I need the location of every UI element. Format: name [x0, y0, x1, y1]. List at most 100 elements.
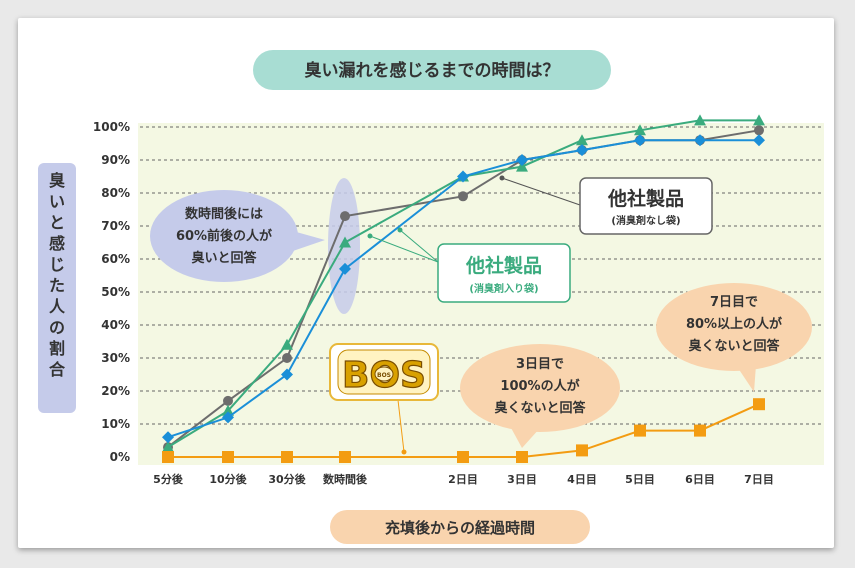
data-point	[753, 398, 765, 411]
x-tick-label: 2日目	[448, 473, 478, 486]
bos-logo-o-badge	[374, 366, 394, 382]
data-point	[281, 368, 293, 381]
data-point	[694, 424, 706, 437]
y-tick-labels: 100% 90% 80% 70% 60% 50% 40% 30% 20% 10% 0%	[93, 120, 130, 464]
data-point	[281, 338, 293, 350]
data-point	[516, 154, 528, 166]
green-brand-name: 他社製品	[465, 254, 542, 277]
leader-bos-dot	[401, 449, 407, 455]
data-point	[694, 114, 706, 126]
y-tick-label: 30%	[101, 351, 130, 365]
series-line	[168, 403, 760, 458]
x-tick-label: 30分後	[268, 472, 306, 486]
data-point	[223, 395, 233, 406]
y-tick-label: 10%	[101, 417, 130, 431]
data-point	[339, 262, 351, 275]
data-point	[162, 431, 174, 444]
callout-mid-line3: 臭くないと回答	[494, 400, 586, 416]
x-tick-label: 数時間後	[323, 472, 368, 486]
leader-blue	[399, 229, 439, 263]
y-axis-label-char: た	[49, 276, 65, 295]
x-tick-label: 6日目	[685, 473, 715, 486]
y-tick-label: 20%	[101, 384, 130, 398]
y-axis-label-char: い	[49, 192, 65, 211]
gray-brand-sub: (消臭剤なし袋)	[611, 214, 680, 227]
callout-mid-tail	[510, 426, 540, 448]
data-point	[516, 160, 528, 172]
callout-left-line2: 60%前後の人が	[176, 228, 272, 244]
data-point	[222, 451, 234, 463]
callout-mid-line1: 3日目で	[516, 357, 564, 372]
y-axis-label-char: 人	[49, 297, 66, 316]
y-tick-label: 90%	[101, 153, 130, 167]
leader-gray-dot	[499, 175, 505, 181]
data-point	[634, 134, 646, 147]
data-point	[457, 170, 469, 183]
y-tick-label: 100%	[93, 120, 130, 134]
data-point	[576, 134, 588, 146]
data-point	[457, 451, 469, 463]
x-tick-label: 10分後	[209, 472, 247, 486]
series-line	[167, 139, 759, 439]
callout-left-line1: 数時間後には	[185, 206, 263, 222]
y-axis-label-char: 割	[49, 339, 65, 358]
leader-blue-dot	[397, 227, 403, 233]
y-tick-label: 50%	[101, 285, 130, 299]
leader-gray	[501, 177, 581, 206]
x-tick-label: 4日目	[567, 473, 597, 486]
y-axis-label-char: と	[49, 213, 65, 232]
green-brand-sub: (消臭剤入り袋)	[469, 282, 538, 295]
data-point	[753, 114, 765, 126]
callout-right-bubble	[656, 283, 812, 371]
data-point	[634, 124, 646, 136]
series-line	[167, 119, 759, 448]
data-point	[282, 353, 292, 363]
x-tick-label: 5分後	[153, 472, 184, 486]
y-axis-label-char: の	[49, 318, 65, 337]
callout-right-line2: 80%以上の人が	[686, 316, 782, 332]
chart-title: 臭い漏れを感じるまでの時間は？	[305, 60, 560, 81]
y-tick-label: 40%	[101, 318, 130, 332]
callout-right-line1: 7日目で	[710, 295, 758, 310]
callout-left-line3: 臭いと回答	[191, 250, 257, 266]
bos-logo-small-text: BOS	[377, 372, 391, 379]
callout-right-tail	[736, 365, 756, 392]
x-tick-label: 3日目	[507, 473, 537, 486]
data-point	[754, 125, 764, 136]
callout-right-line3: 臭くないと回答	[688, 338, 780, 354]
callout-mid-bubble	[460, 344, 620, 432]
data-point	[162, 441, 174, 453]
y-axis-label-char: 合	[49, 360, 66, 379]
series-layer	[162, 114, 765, 463]
y-axis-label-box	[38, 163, 76, 413]
gray-brand-box	[579, 177, 713, 235]
data-point	[576, 444, 588, 457]
gray-brand-name: 他社製品	[607, 187, 684, 210]
data-point	[694, 134, 706, 147]
data-point	[222, 411, 234, 424]
data-point	[340, 211, 350, 222]
y-axis-label-char: 感	[49, 234, 65, 253]
leader-green	[369, 235, 439, 263]
data-point	[516, 451, 528, 463]
data-point	[753, 134, 765, 147]
data-point	[576, 144, 588, 157]
y-tick-label: 60%	[101, 252, 130, 266]
y-axis-label-char: じ	[49, 255, 65, 274]
leader-bos	[397, 399, 405, 453]
leader-green-dot	[367, 233, 373, 239]
title-pill	[253, 50, 611, 90]
data-point	[458, 191, 468, 202]
callout-mid-line2: 100%の人が	[500, 378, 579, 394]
x-tick-label: 5日目	[625, 473, 655, 486]
x-axis-title: 充填後からの経過時間	[385, 519, 535, 537]
callout-left-bubble	[150, 190, 298, 282]
y-tick-label: 80%	[101, 186, 130, 200]
y-axis-label-char: 臭	[49, 171, 65, 190]
data-point	[339, 451, 351, 463]
x-tick-label: 7日目	[744, 473, 774, 486]
data-point	[222, 404, 234, 416]
data-point	[634, 424, 646, 437]
green-brand-box	[437, 243, 571, 303]
